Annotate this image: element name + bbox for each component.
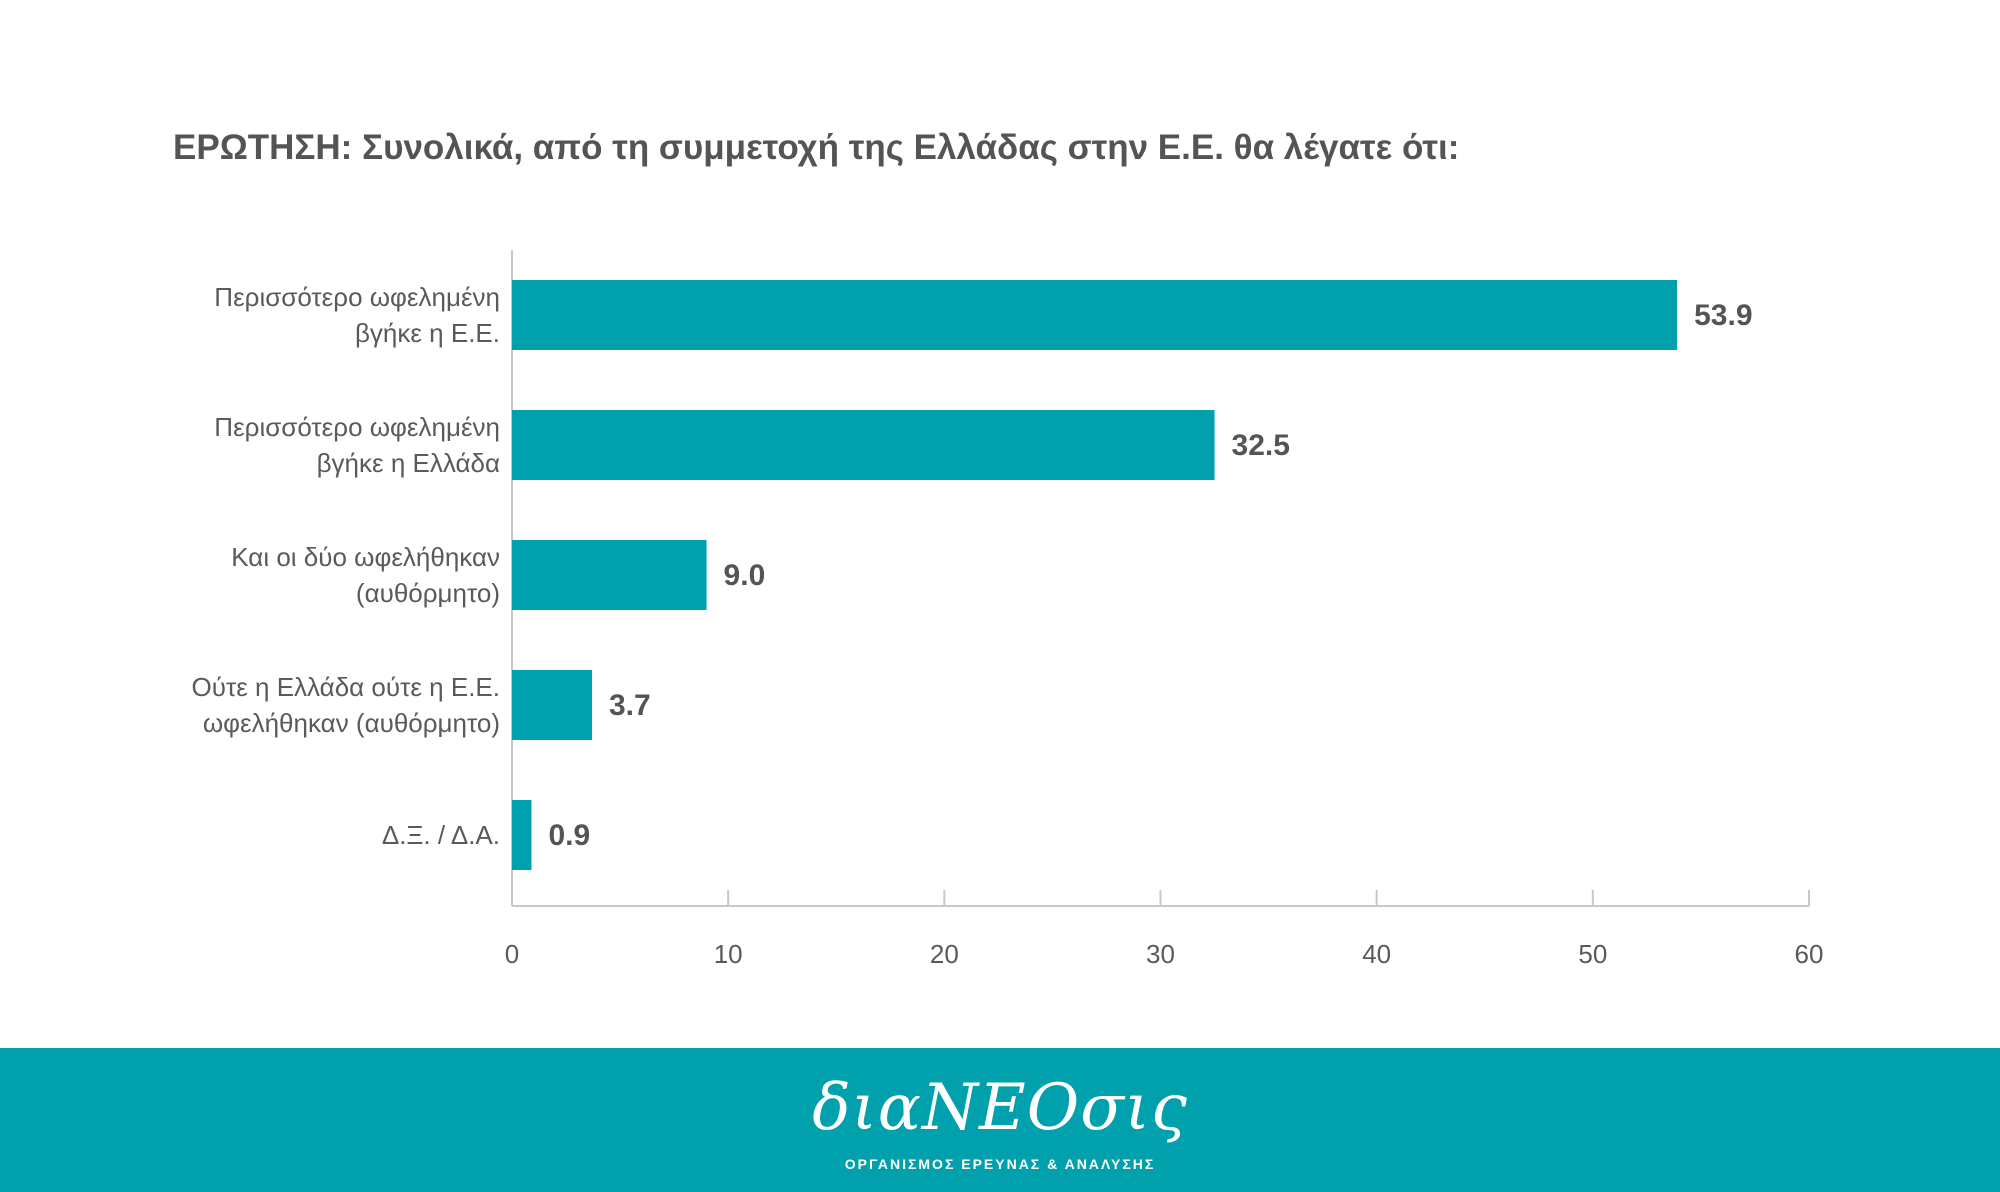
question-title: ΕΡΩΤΗΣΗ: Συνολικά, από τη συμμετοχή της … (173, 128, 1460, 167)
x-tick-label: 10 (714, 939, 743, 969)
bar (512, 280, 1678, 350)
data-label: 3.7 (609, 689, 651, 722)
data-label: 0.9 (548, 819, 590, 852)
footer-banner: διαNEOσις ΟΡΓΑΝΙΣΜΟΣ ΕΡΕΥΝΑΣ & ΑΝΑΛΥΣΗΣ (0, 1048, 2000, 1192)
x-tick-label: 20 (930, 939, 959, 969)
brand-tagline: ΟΡΓΑΝΙΣΜΟΣ ΕΡΕΥΝΑΣ & ΑΝΑΛΥΣΗΣ (844, 1156, 1156, 1172)
x-tick-label: 50 (1578, 939, 1607, 969)
x-tick-label: 40 (1362, 939, 1391, 969)
data-label: 53.9 (1694, 299, 1752, 332)
data-label: 9.0 (724, 559, 766, 592)
category-label: Περισσότερο ωφελημένη βγήκε η Ε.Ε. (214, 282, 500, 348)
category-label: Και οι δύο ωφελήθηκαν (αυθόρμητο) (231, 542, 500, 608)
bar-chart: 0 10 20 30 40 50 60 53.9 32.5 9.0 3.7 0.9 (505, 250, 1824, 969)
data-label: 32.5 (1232, 429, 1290, 462)
bar (512, 800, 532, 870)
bar (512, 410, 1215, 480)
category-label: Δ.Ξ. / Δ.Α. (381, 820, 500, 850)
brand-logo: διαNEOσις (812, 1071, 1188, 1145)
category-label: Ούτε η Ελλάδα ούτε η Ε.Ε. ωφελήθηκαν (αυ… (191, 672, 501, 738)
x-tick-label: 30 (1146, 939, 1175, 969)
x-tick-label: 0 (505, 939, 519, 969)
bar (512, 670, 592, 740)
bar (512, 540, 707, 610)
category-label: Περισσότερο ωφελημένη βγήκε η Ελλάδα (214, 412, 500, 478)
x-tick-label: 60 (1795, 939, 1824, 969)
